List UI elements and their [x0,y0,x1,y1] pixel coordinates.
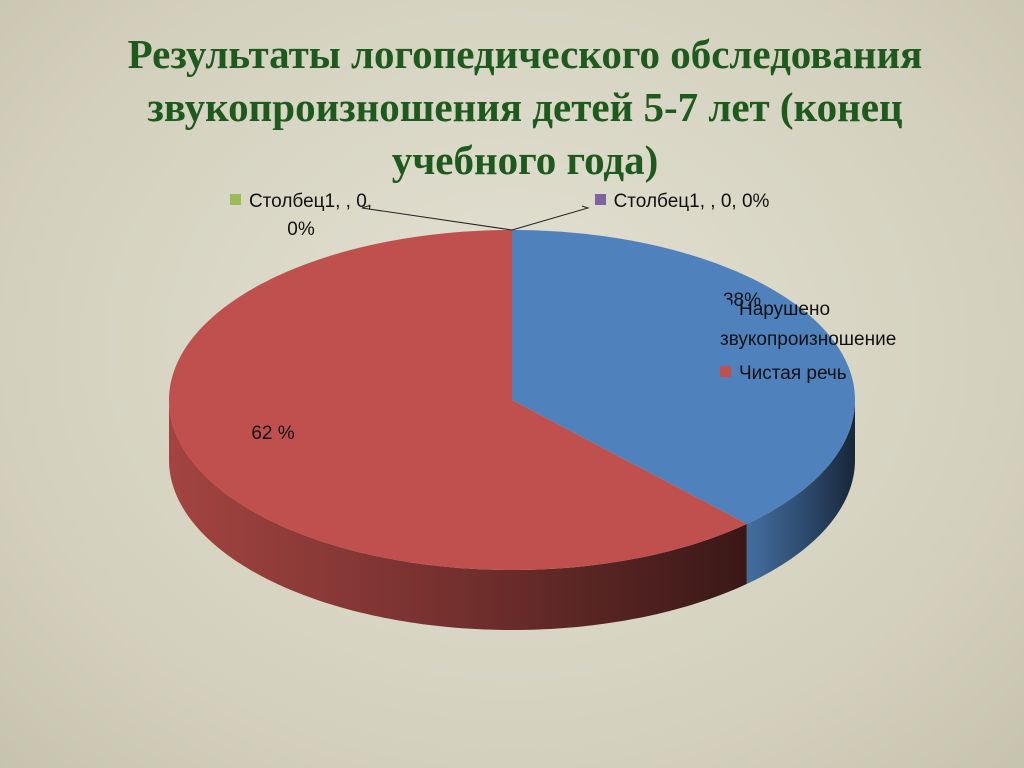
chart-title: Результаты логопедического обследования … [127,31,923,183]
data-label: 38% [722,290,762,311]
legend-label: Нарушено звукопроизношение [720,299,897,350]
pie-slice [512,230,855,524]
data-label: Столбец1, , 0, 0% [226,188,376,244]
slice-side [169,400,747,630]
pie-slice [169,230,747,570]
data-label: 62 % [251,423,295,444]
legend-label: Чистая речь [739,363,847,384]
slice-side [746,400,855,584]
leader-line [361,205,513,231]
legend-swatch [720,302,731,313]
leader-line [511,205,590,231]
data-label: Столбец1, , 0, 0% [592,188,772,216]
legend-entry: Нарушено звукопроизношение [716,295,980,355]
label-swatch [229,194,241,205]
label-swatch [594,194,606,205]
legend-swatch [720,366,731,377]
legend-entry: Чистая речь [716,359,980,389]
